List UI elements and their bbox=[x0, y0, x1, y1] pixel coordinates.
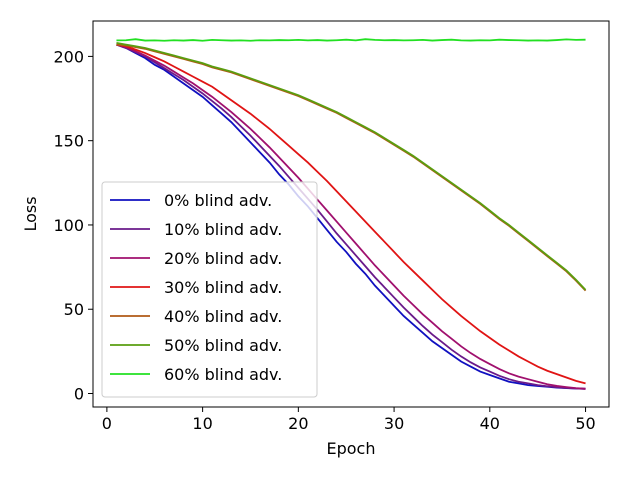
x-tick-label: 20 bbox=[288, 414, 308, 433]
data-line bbox=[116, 43, 586, 390]
legend-label: 50% blind adv. bbox=[164, 336, 282, 355]
y-axis-label: Loss bbox=[21, 196, 40, 231]
x-tick-label: 0 bbox=[102, 414, 112, 433]
legend-label: 40% blind adv. bbox=[164, 307, 282, 326]
y-tick-label: 150 bbox=[53, 132, 84, 151]
data-line bbox=[116, 42, 587, 291]
data-line bbox=[116, 43, 586, 390]
x-tick-label: 40 bbox=[480, 414, 500, 433]
y-tick-label: 50 bbox=[64, 300, 84, 319]
data-line bbox=[116, 38, 586, 42]
legend-box bbox=[101, 181, 318, 398]
legend-label: 0% blind adv. bbox=[164, 191, 272, 210]
legend-label: 20% blind adv. bbox=[164, 249, 282, 268]
data-line bbox=[116, 43, 586, 385]
legend-label: 60% blind adv. bbox=[164, 365, 282, 384]
x-tick-label: 10 bbox=[192, 414, 212, 433]
legend-label: 10% blind adv. bbox=[164, 220, 282, 239]
x-tick-label: 50 bbox=[575, 414, 595, 433]
y-tick-label: 100 bbox=[53, 216, 84, 235]
legend: 0% blind adv. 10% blind adv. 20% blind adv… bbox=[101, 181, 318, 398]
plot-frame bbox=[92, 20, 610, 408]
x-axis-label: Epoch bbox=[327, 439, 376, 458]
data-line bbox=[116, 43, 586, 390]
x-tick-label: 30 bbox=[384, 414, 404, 433]
y-tick-label: 200 bbox=[53, 47, 84, 66]
legend-label: 30% blind adv. bbox=[164, 278, 282, 297]
y-tick-label: 0 bbox=[74, 385, 84, 404]
